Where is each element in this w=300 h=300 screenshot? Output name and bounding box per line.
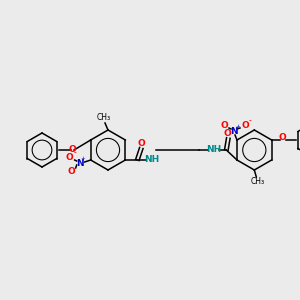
Text: -: -: [73, 148, 76, 158]
Text: CH₃: CH₃: [97, 113, 111, 122]
Text: N: N: [76, 158, 83, 167]
Text: O: O: [68, 167, 76, 176]
Text: O: O: [220, 121, 228, 130]
Text: CH₃: CH₃: [250, 178, 264, 187]
Text: NH: NH: [206, 146, 221, 154]
Text: +: +: [235, 124, 240, 130]
Text: +: +: [81, 157, 85, 161]
Text: O: O: [279, 134, 286, 142]
Text: -: -: [249, 116, 251, 125]
Text: O: O: [241, 121, 249, 130]
Text: NH: NH: [144, 155, 159, 164]
Text: N: N: [230, 127, 238, 136]
Text: O: O: [68, 145, 76, 154]
Text: O: O: [66, 152, 74, 161]
Text: O: O: [137, 139, 145, 148]
Text: O: O: [224, 128, 231, 137]
